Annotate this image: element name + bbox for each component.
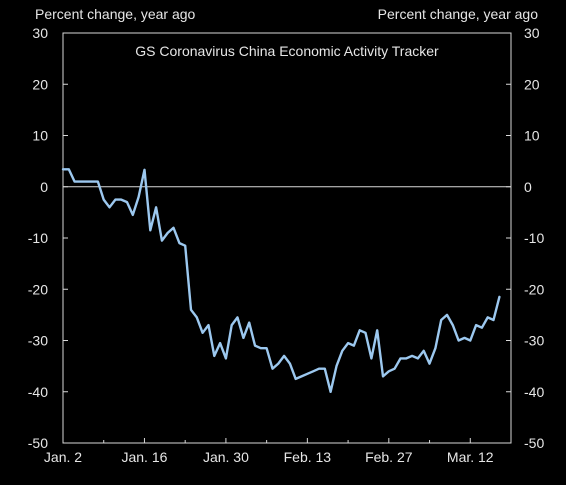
x-tick-label: Feb. 27 xyxy=(365,449,413,465)
x-axis: Jan. 2 Jan. 16 Jan. 30 Feb. 13 Feb. 27 Mar. 1… xyxy=(44,438,494,465)
y-tick-label-right: -50 xyxy=(524,435,544,451)
y-tick-label-right: -40 xyxy=(524,384,544,400)
y-tick-label-right: 10 xyxy=(524,128,540,144)
y-tick-label-left: 0 xyxy=(40,179,48,195)
chart-title: GS Coronavirus China Economic Activity T… xyxy=(135,43,439,59)
y-tick-label-left: -30 xyxy=(28,333,48,349)
x-tick-label: Feb. 13 xyxy=(284,449,332,465)
y-tick-label-left: -40 xyxy=(28,384,48,400)
activity-tracker-line xyxy=(61,168,501,393)
y-tick-label-left: -10 xyxy=(28,230,48,246)
plot-frame xyxy=(62,32,512,444)
y-tick-label-right: -20 xyxy=(524,281,544,297)
y-tick-label-right: -30 xyxy=(524,333,544,349)
y-tick-label-left: -20 xyxy=(28,281,48,297)
y-tick-label-left: 20 xyxy=(32,76,48,92)
y-tick-label-left: -50 xyxy=(28,435,48,451)
x-tick-label: Mar. 12 xyxy=(447,449,494,465)
y-tick-label-left: 30 xyxy=(32,25,48,41)
y-tick-label-right: 20 xyxy=(524,76,540,92)
right-y-axis: 30 20 10 0 -10 -20 -30 -40 -50 xyxy=(506,25,544,451)
left-axis-label: Percent change, year ago xyxy=(35,6,196,22)
x-tick-label: Jan. 16 xyxy=(121,449,167,465)
right-axis-label: Percent change, year ago xyxy=(377,6,538,22)
left-y-axis: 30 20 10 0 -10 -20 -30 -40 -50 xyxy=(28,25,68,451)
x-tick-label: Jan. 30 xyxy=(203,449,249,465)
y-tick-label-left: 10 xyxy=(32,128,48,144)
y-tick-label-right: 0 xyxy=(524,179,532,195)
y-tick-label-right: 30 xyxy=(524,25,540,41)
x-tick-label: Jan. 2 xyxy=(44,449,82,465)
y-tick-label-right: -10 xyxy=(524,230,544,246)
